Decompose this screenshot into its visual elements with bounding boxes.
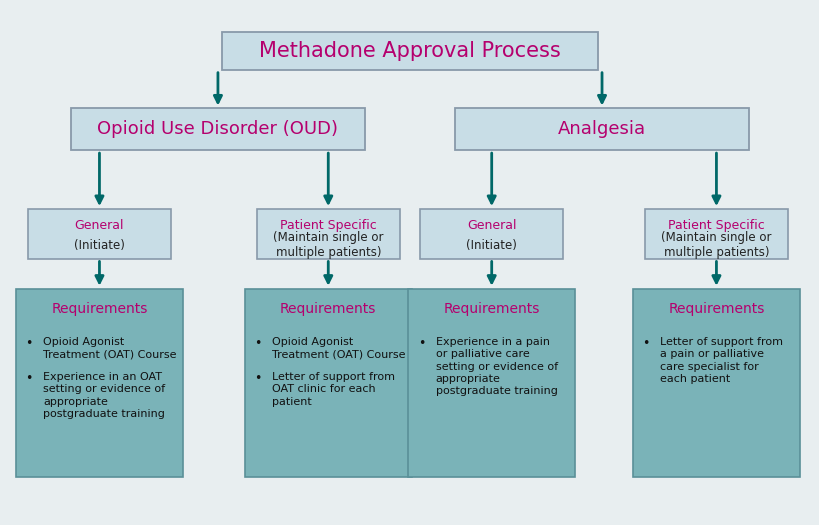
FancyBboxPatch shape <box>419 209 563 259</box>
Text: Requirements: Requirements <box>52 302 147 317</box>
FancyBboxPatch shape <box>455 109 749 150</box>
Text: •: • <box>254 372 261 385</box>
Text: Requirements: Requirements <box>280 302 376 317</box>
Text: Opioid Agonist: Opioid Agonist <box>272 337 353 347</box>
Text: General: General <box>466 219 516 233</box>
FancyBboxPatch shape <box>407 289 575 477</box>
FancyBboxPatch shape <box>632 289 799 477</box>
FancyBboxPatch shape <box>256 209 400 259</box>
Text: Opioid Use Disorder (OUD): Opioid Use Disorder (OUD) <box>97 120 338 138</box>
FancyBboxPatch shape <box>244 289 411 477</box>
FancyBboxPatch shape <box>70 109 364 150</box>
Text: •: • <box>417 337 424 350</box>
Text: OAT clinic for each: OAT clinic for each <box>272 384 375 394</box>
Text: Patient Specific: Patient Specific <box>667 219 764 233</box>
Text: a pain or palliative: a pain or palliative <box>659 349 763 359</box>
FancyBboxPatch shape <box>28 209 170 259</box>
Text: Requirements: Requirements <box>667 302 763 317</box>
Text: •: • <box>254 337 261 350</box>
Text: •: • <box>642 337 649 350</box>
Text: (Initiate): (Initiate) <box>74 239 124 252</box>
Text: appropriate: appropriate <box>43 397 108 407</box>
Text: •: • <box>25 372 33 385</box>
Text: General: General <box>75 219 124 233</box>
Text: patient: patient <box>272 397 312 407</box>
Text: Experience in an OAT: Experience in an OAT <box>43 372 162 382</box>
Text: (Maintain single or
multiple patients): (Maintain single or multiple patients) <box>660 232 771 259</box>
Text: Letter of support from: Letter of support from <box>272 372 395 382</box>
Text: Treatment (OAT) Course: Treatment (OAT) Course <box>43 349 177 359</box>
Text: setting or evidence of: setting or evidence of <box>43 384 165 394</box>
Text: care specialist for: care specialist for <box>659 362 758 372</box>
Text: postgraduate training: postgraduate training <box>43 410 165 419</box>
Text: appropriate: appropriate <box>435 374 500 384</box>
FancyBboxPatch shape <box>16 289 183 477</box>
Text: Analgesia: Analgesia <box>557 120 645 138</box>
Text: Methadone Approval Process: Methadone Approval Process <box>259 41 560 61</box>
Text: each patient: each patient <box>659 374 730 384</box>
Text: Requirements: Requirements <box>443 302 539 317</box>
Text: Opioid Agonist: Opioid Agonist <box>43 337 124 347</box>
Text: or palliative care: or palliative care <box>435 349 529 359</box>
Text: (Maintain single or
multiple patients): (Maintain single or multiple patients) <box>273 232 383 259</box>
FancyBboxPatch shape <box>644 209 787 259</box>
Text: Patient Specific: Patient Specific <box>279 219 376 233</box>
Text: (Initiate): (Initiate) <box>466 239 517 252</box>
Text: Treatment (OAT) Course: Treatment (OAT) Course <box>272 349 405 359</box>
FancyBboxPatch shape <box>222 32 597 70</box>
Text: Experience in a pain: Experience in a pain <box>435 337 549 347</box>
Text: setting or evidence of: setting or evidence of <box>435 362 557 372</box>
Text: Letter of support from: Letter of support from <box>659 337 782 347</box>
Text: •: • <box>25 337 33 350</box>
Text: postgraduate training: postgraduate training <box>435 386 557 396</box>
